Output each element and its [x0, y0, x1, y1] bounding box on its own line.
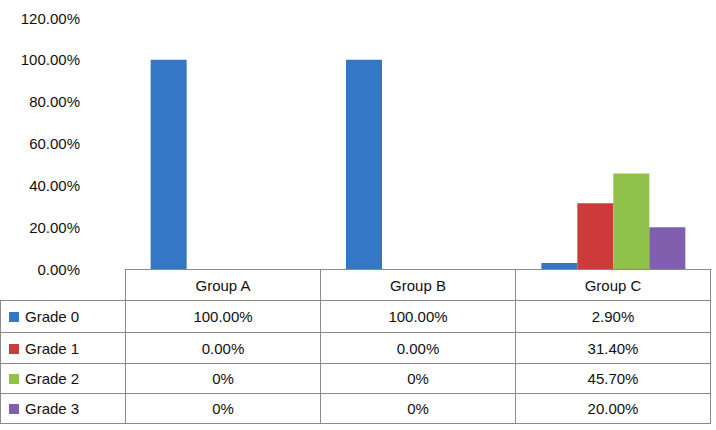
html-text:45.70%: 45.70% — [587, 370, 639, 387]
html-text:Grade 3: Grade 3 — [25, 400, 80, 417]
svg-text:20.00%: 20.00% — [29, 219, 80, 236]
html-text:0%: 0% — [407, 370, 429, 387]
html-text:2.90%: 2.90% — [591, 308, 635, 325]
html-text:0.00%: 0.00% — [201, 339, 245, 357]
html-text:0%: 0% — [212, 370, 234, 387]
svg-text:100.00%: 100.00% — [21, 51, 80, 68]
html-text:Grade 2: Grade 2 — [25, 370, 80, 387]
svg-text:80.00%: 80.00% — [29, 93, 80, 110]
html-text:Group C: Group C — [584, 276, 642, 294]
html-text:Group A: Group A — [195, 276, 251, 294]
svg-text:60.00%: 60.00% — [29, 135, 80, 152]
html-text:0.00%: 0.00% — [396, 339, 440, 357]
html-text:Grade 0: Grade 0 — [25, 308, 80, 325]
html-text:Grade 1: Grade 1 — [25, 339, 80, 357]
html-text:0%: 0% — [212, 400, 234, 417]
html-text:100.00%: 100.00% — [388, 308, 448, 325]
svg-text:120.00%: 120.00% — [21, 10, 80, 27]
html-text:100.00%: 100.00% — [193, 308, 253, 325]
svg-text:0.00%: 0.00% — [37, 260, 80, 278]
svg-text:40.00%: 40.00% — [29, 177, 80, 194]
html-text:Group B: Group B — [390, 276, 446, 294]
html-text:31.40%: 31.40% — [587, 339, 639, 357]
html-text:0%: 0% — [407, 400, 429, 417]
html-text:20.00%: 20.00% — [587, 400, 639, 417]
